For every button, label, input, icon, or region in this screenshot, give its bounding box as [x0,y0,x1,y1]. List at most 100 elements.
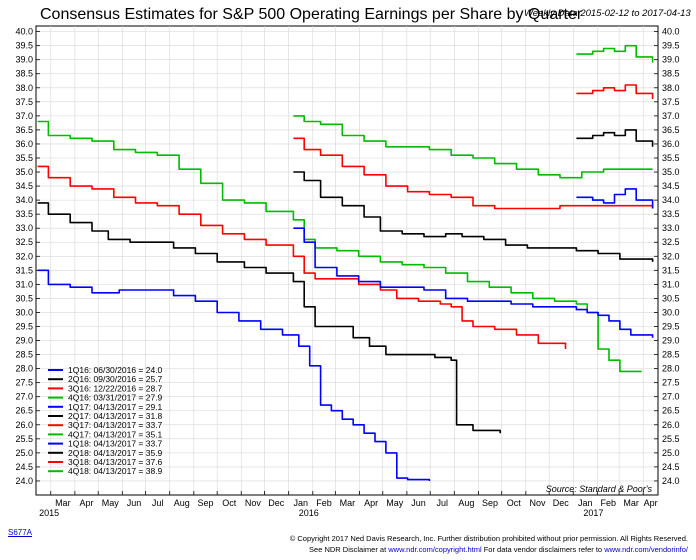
y-tick-label-left: 36.0 [15,139,33,149]
series-lines [37,44,654,481]
y-tick-label-left: 29.0 [15,336,33,346]
series-line-11 [576,84,654,99]
y-tick-label-right: 36.5 [662,125,680,135]
y-tick-label-left: 27.0 [15,392,33,402]
legend-entry: 1Q17: 04/13/2017 = 29.1 [68,402,163,412]
x-tick-label: Apr [644,498,658,508]
chart-code-link[interactable]: S677A [8,528,33,537]
y-tick-label-right: 31.0 [662,279,680,289]
series-line-12 [576,44,654,63]
legend-entry: 2Q17: 04/13/2017 = 31.8 [68,411,163,421]
y-tick-label-right: 29.0 [662,336,680,346]
y-tick-label-right: 28.0 [662,364,680,374]
x-tick-label: May [386,498,404,508]
x-tick-label: Mar [55,498,71,508]
y-tick-label-left: 28.5 [15,350,33,360]
x-tick-label: Jan [293,498,308,508]
y-tick-label-left: 33.5 [15,209,33,219]
y-tick-label-right: 39.0 [662,55,680,65]
x-tick-label: Mar [623,498,639,508]
x-tick-label: Oct [222,498,237,508]
y-tick-label-right: 30.0 [662,307,680,317]
x-tick-label: Aug [458,498,474,508]
y-tick-label-left: 26.5 [15,406,33,416]
x-tick-label: Jan [578,498,593,508]
x-tick-label: Jul [436,498,448,508]
x-tick-label: Feb [316,498,332,508]
x-tick-label: Dec [268,498,285,508]
vendor-info-link[interactable]: www.ndr.com/vendorinfo/ [604,545,688,554]
y-axis-left: 24.0 24.5 25.0 25.5 26.0 26.5 27.0 27.5 28.0 28.5… [15,27,40,486]
chart-subtitle: Weekly Data 2015-02-12 to 2017-04-13 [524,8,691,19]
y-tick-label-left: 36.5 [15,125,33,135]
x-year-label: 2016 [299,508,319,518]
source-note: Source: Standard & Poor's [546,484,653,494]
y-tick-label-right: 26.5 [662,406,680,416]
y-tick-label-right: 31.5 [662,265,680,275]
y-tick-label-right: 27.0 [662,392,680,402]
y-tick-label-left: 34.0 [15,195,33,205]
y-tick-label-right: 28.5 [662,350,680,360]
x-tick-label: Jun [411,498,426,508]
y-tick-label-left: 29.5 [15,321,33,331]
x-tick-label: Nov [245,498,262,508]
grid-lines [36,26,658,495]
y-tick-label-right: 32.5 [662,237,680,247]
y-tick-label-right: 35.0 [662,167,680,177]
x-tick-label: Jul [152,498,164,508]
y-tick-label-left: 38.0 [15,83,33,93]
y-tick-label-left: 39.5 [15,41,33,51]
x-tick-label: Apr [364,498,378,508]
y-tick-label-left: 25.5 [15,434,33,444]
series-line-9 [576,188,654,209]
y-tick-label-right: 33.5 [662,209,680,219]
legend-entry: 4Q16: 03/31/2017 = 27.9 [68,393,163,403]
y-tick-label-right: 30.5 [662,293,680,303]
x-tick-label: Aug [174,498,190,508]
x-tick-label: Feb [600,498,616,508]
legend-entry: 4Q17: 04/13/2017 = 35.1 [68,429,163,439]
y-tick-label-left: 35.0 [15,167,33,177]
y-tick-label-right: 27.5 [662,378,680,388]
x-tick-label: Dec [553,498,570,508]
y-tick-label-right: 29.5 [662,321,680,331]
y-tick-label-left: 37.5 [15,97,33,107]
y-tick-label-right: 26.0 [662,420,680,430]
y-tick-label-left: 27.5 [15,378,33,388]
y-tick-label-left: 31.5 [15,265,33,275]
series-line-5 [293,227,654,338]
y-tick-label-left: 35.5 [15,153,33,163]
y-tick-label-left: 24.0 [15,476,33,486]
disclaimer-line: See NDR Disclaimer at www.ndr.com/copyri… [309,545,688,554]
y-tick-label-left: 31.0 [15,279,33,289]
y-tick-label-left: 32.5 [15,237,33,247]
x-tick-label: Apr [80,498,94,508]
vendor-prefix: For data vendor disclaimers refer to [483,545,603,554]
legend-entry: 1Q18: 04/13/2017 = 33.7 [68,439,163,449]
y-tick-label-left: 26.0 [15,420,33,430]
eps-line-chart: 24.0 24.5 25.0 25.5 26.0 26.5 27.0 27.5 28.0 28.5… [15,25,680,518]
y-tick-label-left: 38.5 [15,69,33,79]
y-tick-label-left: 34.5 [15,181,33,191]
series-line-7 [293,137,654,210]
series-line-8 [293,115,653,179]
y-tick-label-right: 34.0 [662,195,680,205]
copyright-link[interactable]: www.ndr.com/copyright.html [388,545,482,554]
y-tick-label-left: 39.0 [15,55,33,65]
legend-entry: 3Q16: 12/22/2016 = 28.7 [68,383,163,393]
copyright-text: © Copyright 2017 Ned Davis Research, Inc… [289,534,688,543]
x-tick-label: Mar [340,498,356,508]
legend-entry: 2Q18: 04/13/2017 = 35.9 [68,448,163,458]
y-tick-label-right: 25.0 [662,448,680,458]
plot-area [35,25,659,496]
x-tick-label: May [102,498,120,508]
legend-entry: 3Q17: 04/13/2017 = 33.7 [68,420,163,430]
legend-entry: 3Q18: 04/13/2017 = 37.6 [68,457,163,467]
y-tick-label-right: 32.0 [662,251,680,261]
series-line-6 [293,171,654,262]
y-tick-label-left: 40.0 [15,27,33,37]
chart-title: Consensus Estimates for S&P 500 Operatin… [40,6,583,23]
y-tick-label-right: 38.0 [662,83,680,93]
y-tick-label-right: 24.5 [662,462,680,472]
